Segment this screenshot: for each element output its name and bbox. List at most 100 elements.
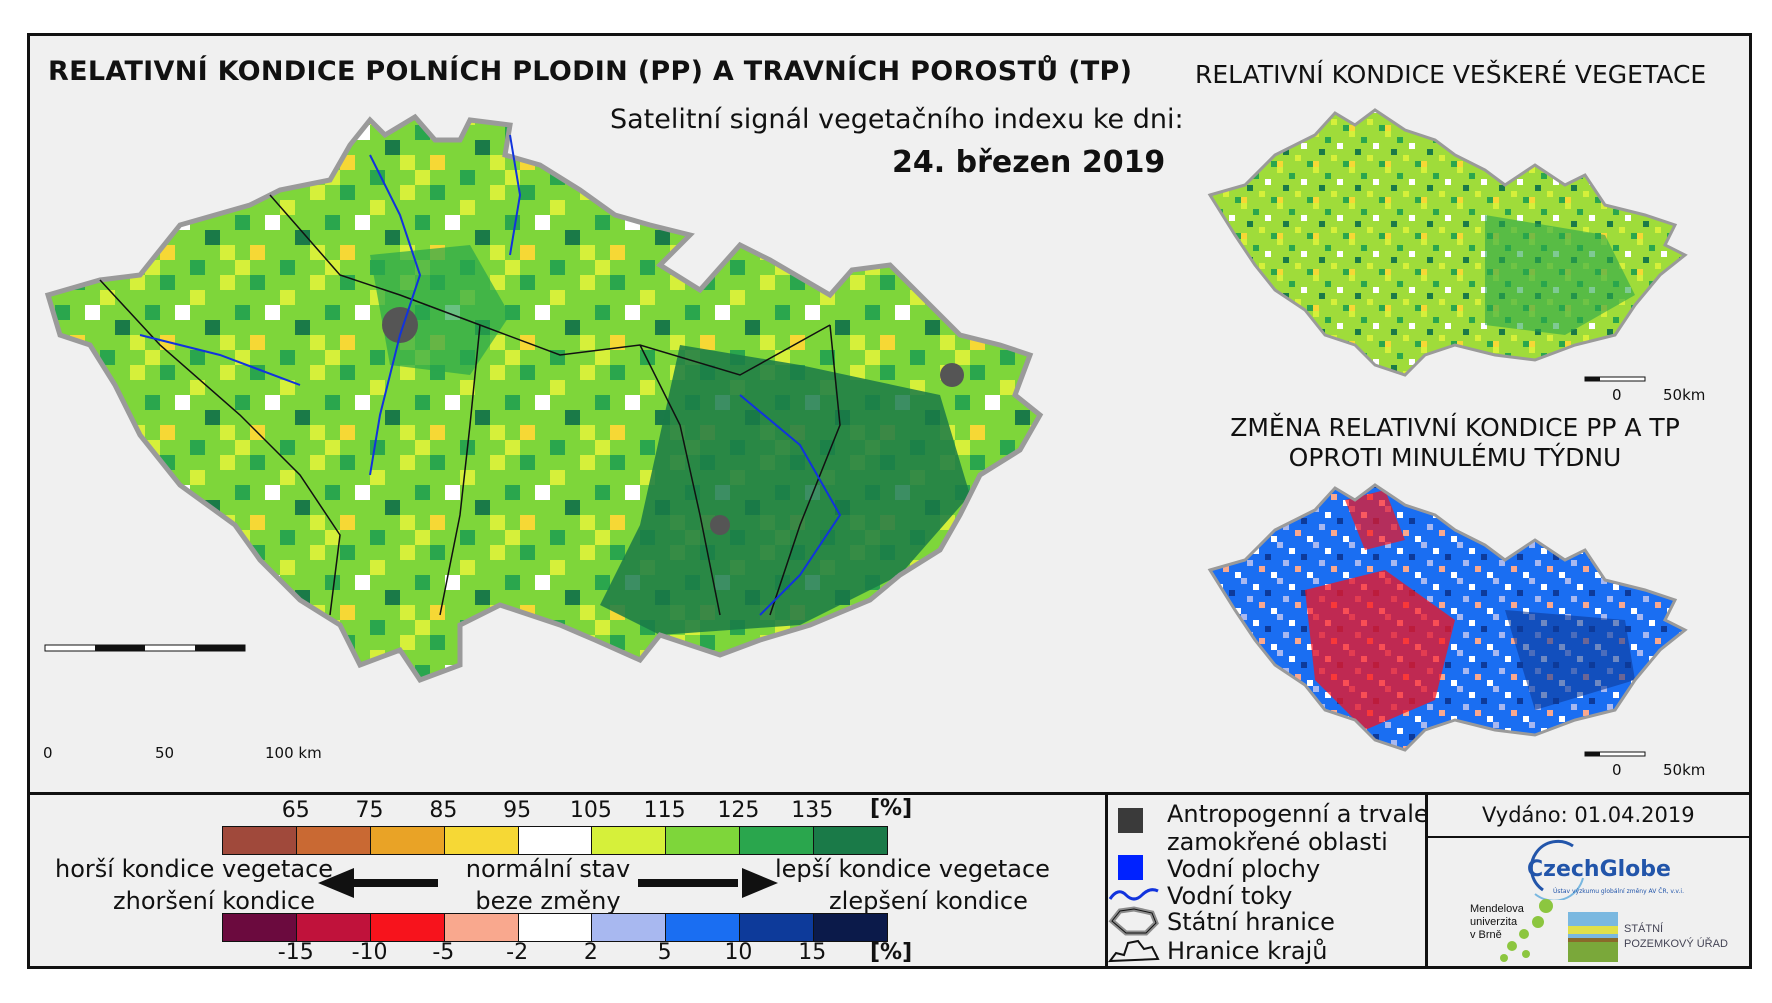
change-tick-labels: -15 -10 -5 -2 2 5 10 15: [220, 940, 960, 970]
mendel-line1: Mendelova: [1470, 903, 1524, 915]
change-swatch-6: [666, 914, 741, 941]
top-scale-label-50: 50km: [1663, 386, 1706, 404]
condition-tick-3: 95: [503, 798, 532, 823]
change-swatch-0: [223, 914, 297, 941]
mendel-logo-text: Mendelova univerzita v Brně: [1470, 903, 1524, 942]
change-color-bar: [222, 913, 888, 942]
condition-color-bar: [222, 826, 888, 855]
condition-swatch-6: [666, 827, 741, 854]
bottom-scale-label-50: 50km: [1663, 761, 1706, 779]
normal-label-line1: normální stav: [465, 855, 631, 883]
czechglobe-logo: CzechGlobe Ústav výzkumu globální změny …: [1527, 839, 1684, 900]
spu-line1: STÁTNÍ: [1624, 923, 1664, 935]
czechglobe-wordmark: CzechGlobe: [1527, 857, 1671, 882]
change-swatch-1: [296, 914, 371, 941]
change-swatch-5: [592, 914, 667, 941]
state-border-icon: [1108, 906, 1159, 936]
spu-logo-text: STÁTNÍ POZEMKOVÝ ÚŘAD: [1624, 922, 1728, 952]
change-condition-map: [1207, 483, 1688, 757]
change-map-title-line2: OPROTI MINULÉMU TÝDNU: [1288, 443, 1622, 472]
change-swatch-8: [814, 914, 888, 941]
czechglobe-subtitle: Ústav výzkumu globální změny AV ČR, v.v.…: [1553, 888, 1684, 895]
scale-label-50: 50: [155, 744, 175, 762]
legend-state-border: Státní hranice: [1167, 908, 1335, 936]
top-scale-label-0: 0: [1612, 386, 1622, 404]
condition-tick-labels: 65 75 85 95 105 115 125 135: [220, 798, 960, 828]
condition-swatch-1: [296, 827, 371, 854]
river-line-icon: [1108, 888, 1159, 901]
anthropogenic-area-swatch: [1118, 808, 1143, 833]
spu-logo-icon: [1568, 912, 1618, 962]
mendel-line3: v Brně: [1470, 929, 1502, 941]
main-scale-bar: [44, 644, 246, 652]
normal-label: normální stav beze změny: [458, 853, 638, 917]
legend-anthropogenic-line1: Antropogenní a trvale: [1167, 800, 1429, 828]
better-label-line1: lepší kondice vegetace: [775, 855, 1050, 883]
condition-swatch-4: [518, 827, 593, 854]
condition-unit: [%]: [870, 796, 913, 821]
legend-anthropogenic-line2: zamokřené oblasti: [1167, 828, 1388, 856]
region-border-icon: [1108, 939, 1160, 963]
change-tick-4: 2: [583, 940, 598, 965]
left-arrow-icon: [318, 868, 438, 898]
change-unit: [%]: [870, 940, 913, 965]
condition-tick-5: 115: [643, 798, 686, 823]
legend-top-divider: [27, 792, 1752, 795]
legend-right-divider: [1425, 792, 1428, 969]
change-tick-2: -5: [432, 940, 455, 965]
change-swatch-2: [370, 914, 445, 941]
top-scale-bar: [1584, 376, 1646, 382]
change-tick-0: -15: [277, 940, 314, 965]
worse-label-line2: zhoršení kondice: [113, 887, 315, 915]
legend-rivers: Vodní toky: [1167, 882, 1293, 910]
change-tick-7: 15: [798, 940, 827, 965]
legend-arrows: [318, 868, 778, 898]
mendel-line2: univerzita: [1470, 916, 1518, 928]
condition-swatch-8: [814, 827, 888, 854]
right-arrow-icon: [638, 868, 778, 898]
change-map-title: ZMĚNA RELATIVNÍ KONDICE PP A TP OPROTI M…: [1190, 413, 1720, 473]
bottom-scale-bar: [1584, 751, 1646, 757]
condition-swatch-0: [223, 827, 297, 854]
condition-swatch-7: [740, 827, 815, 854]
change-tick-1: -10: [351, 940, 388, 965]
issued-divider: [1425, 836, 1752, 838]
scale-label-100: 100 km: [265, 744, 322, 762]
change-swatch-7: [740, 914, 815, 941]
change-swatch-4: [518, 914, 593, 941]
condition-tick-1: 75: [355, 798, 384, 823]
mendel-logo-dots: [1500, 899, 1553, 962]
condition-tick-7: 135: [791, 798, 834, 823]
scale-label-0: 0: [43, 744, 53, 762]
condition-tick-6: 125: [717, 798, 760, 823]
legend-water-areas: Vodní plochy: [1167, 855, 1321, 883]
vegetation-map-title: RELATIVNÍ KONDICE VEŠKERÉ VEGETACE: [1195, 60, 1707, 89]
change-map-title-line1: ZMĚNA RELATIVNÍ KONDICE PP A TP: [1230, 413, 1680, 442]
change-tick-5: 5: [657, 940, 672, 965]
worse-label-line1: horší kondice vegetace: [55, 855, 334, 883]
change-swatch-3: [444, 914, 519, 941]
change-tick-6: 10: [724, 940, 753, 965]
bottom-scale-label-0: 0: [1612, 761, 1622, 779]
main-title: RELATIVNÍ KONDICE POLNÍCH PLODIN (PP) A …: [48, 56, 1133, 87]
condition-swatch-3: [444, 827, 519, 854]
change-tick-3: -2: [506, 940, 529, 965]
condition-swatch-5: [592, 827, 667, 854]
condition-tick-0: 65: [281, 798, 310, 823]
worse-label: horší kondice vegetace zhoršení kondice: [55, 853, 333, 917]
condition-tick-4: 105: [569, 798, 612, 823]
subtitle: Satelitní signál vegetačního indexu ke d…: [610, 104, 1184, 135]
legend-region-border: Hranice krajů: [1167, 937, 1328, 965]
issued-date: Vydáno: 01.04.2019: [1482, 803, 1695, 827]
observation-date: 24. březen 2019: [892, 145, 1166, 180]
better-label-line2: zlepšení kondice: [829, 887, 1028, 915]
vegetation-condition-map: [1207, 108, 1688, 382]
water-area-swatch: [1118, 855, 1143, 880]
normal-label-line2: beze změny: [475, 887, 621, 915]
condition-swatch-2: [370, 827, 445, 854]
spu-line2: POZEMKOVÝ ÚŘAD: [1624, 938, 1728, 950]
better-label: lepší kondice vegetace zlepšení kondice: [775, 853, 1050, 917]
main-condition-map: [44, 113, 1044, 684]
legend-mid-divider: [1105, 792, 1108, 969]
condition-tick-2: 85: [429, 798, 458, 823]
